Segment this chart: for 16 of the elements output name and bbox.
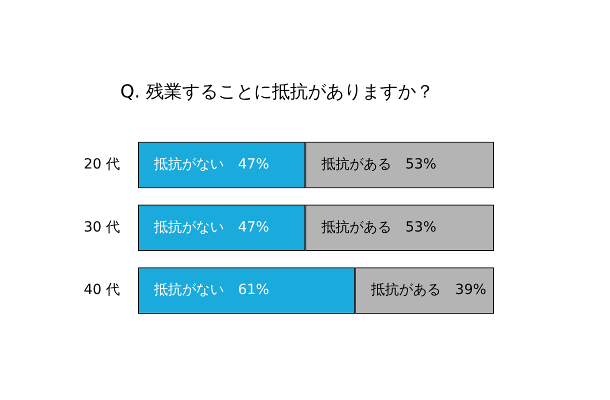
data-label: 53% — [405, 219, 436, 236]
data-label: 61% — [238, 282, 270, 298]
text: 抵抗がない — [154, 282, 224, 298]
text: 抵抗がない — [154, 219, 224, 236]
y-tick-label: 30 代 — [84, 219, 120, 236]
data-label: 47% — [238, 219, 270, 236]
data-label: 39% — [455, 282, 486, 298]
data-label: 47% — [238, 156, 270, 173]
chart-title: Q. 残業することに抵抗がありますか？ — [120, 81, 434, 102]
series-label: 抵抗がある — [320, 156, 392, 173]
series-label: 抵抗がない — [153, 156, 224, 173]
y-tick-label: 20 代 — [84, 156, 120, 173]
text: 抵抗がある — [321, 219, 392, 236]
text: 抵抗がある — [371, 282, 442, 298]
data-label: 53% — [405, 156, 436, 173]
y-tick-label: 40 代 — [84, 282, 120, 298]
